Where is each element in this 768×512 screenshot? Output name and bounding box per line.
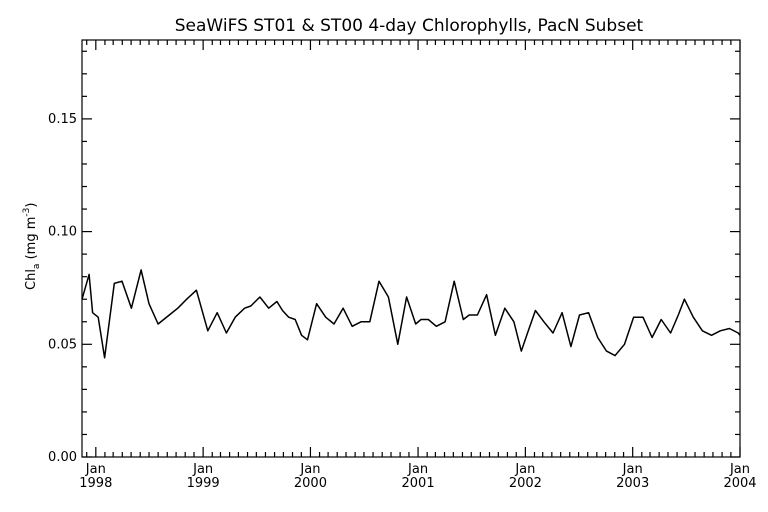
x-tick-label-year: 1998	[79, 476, 112, 491]
y-axis-label-units-close: )	[24, 203, 39, 208]
y-axis-label-subscript: a	[32, 264, 42, 270]
y-tick-label: 0.10	[48, 225, 77, 240]
x-tick-label-month: Jan	[729, 462, 750, 477]
plot-border	[81, 39, 741, 458]
series-line-0	[81, 269, 741, 359]
x-tick-label-month: Jan	[514, 462, 535, 477]
y-axis-ticks: 0.00 0.05 0.10 0.15	[48, 50, 740, 465]
x-tick-label-month: Jan	[407, 462, 428, 477]
x-tick-label-year: 2001	[402, 476, 435, 491]
y-tick-label: 0.15	[48, 112, 77, 127]
x-axis-ticks: Jan1998Jan1999Jan2000Jan2001Jan2002Jan20…	[79, 40, 757, 491]
series-group	[81, 269, 741, 359]
x-tick-label-month: Jan	[299, 462, 320, 477]
chart-title: SeaWiFS ST01 & ST00 4-day Chlorophylls, …	[175, 16, 644, 36]
x-tick-label-month: Jan	[85, 462, 106, 477]
x-tick-label-year: 2002	[509, 476, 542, 491]
y-axis-label-superscript: -3	[22, 208, 32, 217]
y-axis-label-main: Chl	[24, 269, 39, 290]
x-tick-label-year: 1999	[187, 476, 220, 491]
x-tick-label-month: Jan	[622, 462, 643, 477]
y-tick-label: 0.00	[48, 450, 77, 465]
y-axis-label: Chla (mg m-3)	[22, 203, 42, 290]
plot-frame	[81, 39, 741, 458]
y-axis-label-units: (mg m	[24, 217, 39, 264]
x-tick-label-year: 2000	[294, 476, 327, 491]
y-tick-label: 0.05	[48, 337, 77, 352]
x-tick-label-year: 2003	[616, 476, 649, 491]
x-tick-label-month: Jan	[192, 462, 213, 477]
x-tick-label-year: 2004	[723, 476, 756, 491]
